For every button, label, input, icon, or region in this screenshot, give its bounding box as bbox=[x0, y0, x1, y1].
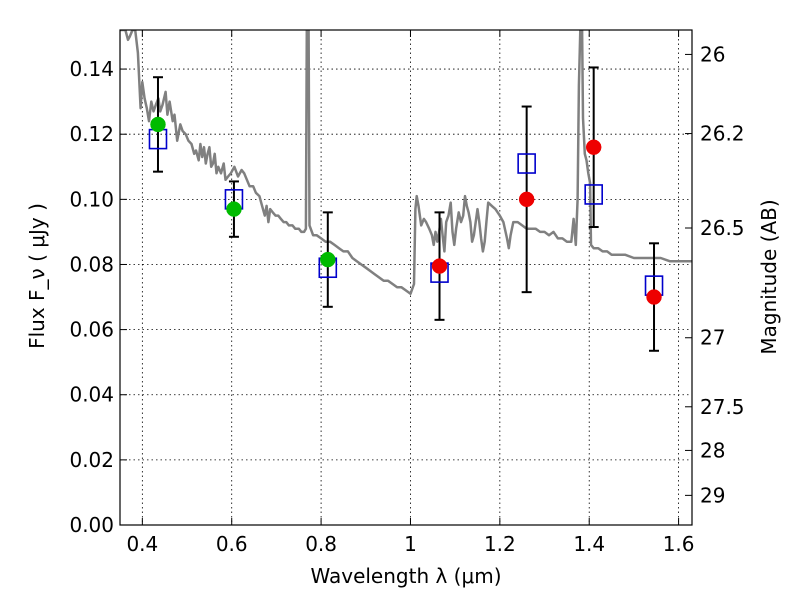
spectrum-line bbox=[120, 30, 692, 296]
observed-point bbox=[150, 116, 166, 133]
observed-point bbox=[585, 139, 602, 155]
y-tick-label: 0.06 bbox=[69, 318, 114, 342]
y-axis-label: Flux F_ν ( μJy ) bbox=[25, 203, 49, 349]
x-tick-label: 1 bbox=[404, 532, 417, 556]
y-axis-right-label: Magnitude (AB) bbox=[757, 199, 781, 354]
plot-frame bbox=[119, 29, 693, 526]
x-tick-label: 0.8 bbox=[305, 532, 337, 556]
model-square-point bbox=[517, 153, 536, 174]
y-tick-label: 0.12 bbox=[69, 122, 114, 146]
observed-point bbox=[431, 258, 448, 274]
x-tick-label: 1.6 bbox=[663, 532, 695, 556]
y-tick-label: 0.04 bbox=[69, 383, 114, 407]
y-tick-label: 0.08 bbox=[69, 252, 114, 276]
y-tick-label: 0.10 bbox=[69, 187, 114, 211]
x-tick-label: 1.4 bbox=[573, 532, 605, 556]
right-tick-label: 27 bbox=[700, 326, 725, 350]
right-tick-label: 26 bbox=[700, 42, 725, 66]
model-square-point bbox=[584, 184, 603, 205]
x-axis-label: Wavelength λ (μm) bbox=[310, 564, 501, 588]
x-tick-label: 0.6 bbox=[216, 532, 248, 556]
right-tick-label: 26.5 bbox=[700, 216, 745, 240]
x-tick-label: 0.4 bbox=[126, 532, 158, 556]
right-tick-label: 28 bbox=[700, 438, 725, 462]
y-tick-label: 0.02 bbox=[69, 448, 114, 472]
right-tick-label: 27.5 bbox=[700, 395, 745, 419]
tick-layer: 0.4 0.6 0.8 1 1.2 1.4 1.6 0.00 0.02 0.04 0.06 0.08 0… bbox=[69, 30, 745, 556]
observed-point bbox=[320, 251, 336, 268]
right-tick-label: 29 bbox=[700, 483, 725, 507]
observed-point bbox=[226, 201, 242, 217]
y-tick-label: 0.14 bbox=[69, 57, 114, 81]
x-tick-label: 1.2 bbox=[484, 532, 516, 556]
grid bbox=[120, 30, 692, 526]
observed-point bbox=[518, 191, 535, 208]
observed-point bbox=[646, 289, 662, 305]
right-tick-label: 26.2 bbox=[700, 122, 745, 146]
spectrum-layer bbox=[120, 30, 692, 296]
marker-layer bbox=[148, 116, 664, 305]
y-tick-label: 0.00 bbox=[69, 513, 114, 537]
